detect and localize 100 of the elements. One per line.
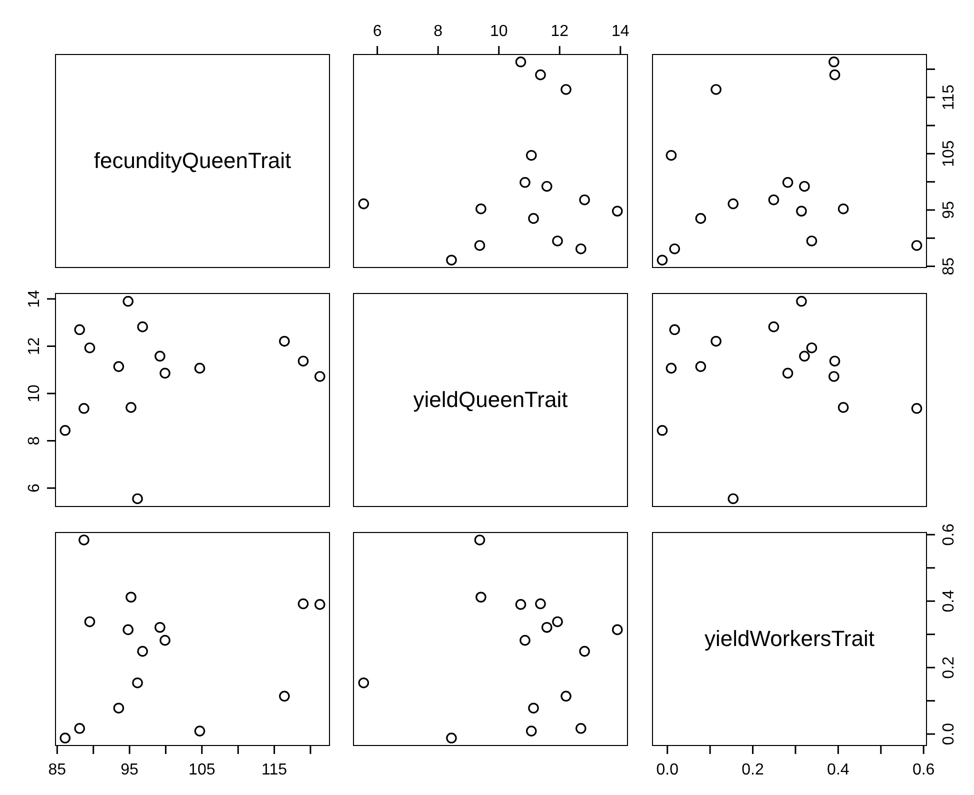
point [60,732,71,744]
point [476,203,486,214]
point [314,599,326,610]
point [446,732,457,744]
point [695,213,706,224]
y2-tick-label: 0.0 [940,722,958,746]
y-tick-label: 8 [26,436,43,446]
point [612,206,623,217]
x-tick-label: 6 [372,23,382,40]
panel-frame: fecundityQueenTrait [55,54,330,268]
point [728,493,739,504]
x-tick-label: 0.0 [656,761,679,778]
point [160,634,170,646]
point [806,342,818,354]
point [137,646,148,657]
point [194,726,206,736]
y2-tick-label: 95 [940,200,958,219]
y2-tick-label: 85 [940,257,958,276]
point [78,402,90,414]
y2-tick-label: 0.6 [940,523,958,546]
point [194,362,206,374]
panel-frame: yieldQueenTrait [353,293,628,507]
point [74,722,86,734]
point [126,402,136,413]
y-tick-label: 6 [26,484,43,493]
point [838,402,849,413]
point [560,690,572,702]
point [474,534,486,546]
x-tick-label: 0.4 [827,761,850,778]
point [535,598,546,610]
point [528,213,539,224]
point [829,356,840,366]
y2-tick-label: 105 [940,140,958,168]
point [476,592,486,603]
panel-frame: yieldWorkersTrait [652,532,927,746]
point [552,616,563,628]
point [113,361,124,372]
y2-tick-label: 115 [940,84,958,110]
point [796,206,807,217]
point [78,534,90,546]
point [728,198,739,210]
point [122,296,134,307]
x-tick-label: 14 [612,23,630,40]
point [279,690,290,702]
point [446,254,457,266]
point [132,493,143,504]
x-tick-label: 10 [490,23,508,40]
point [535,69,546,80]
point [298,356,309,366]
point [656,424,668,436]
point [710,336,722,347]
point [126,592,136,603]
y2-tick-label: 0.2 [940,656,958,679]
x-tick-label: 95 [120,761,139,778]
point [829,69,840,80]
point [806,236,818,246]
point [74,324,86,336]
point [796,296,807,307]
point [669,243,680,254]
x-tick-label: 85 [48,761,66,778]
point [137,321,148,332]
point [799,180,810,192]
point [84,616,96,628]
point [695,361,706,372]
point [710,84,722,95]
x-tick-label: 0.2 [742,761,764,778]
point [799,350,810,362]
point [669,324,680,336]
point [122,624,134,636]
point [828,56,840,68]
point [911,240,922,251]
point [579,646,590,657]
point [552,236,563,246]
point [132,677,143,688]
point [838,203,849,214]
point [279,336,290,347]
point [113,702,124,714]
point [358,198,370,210]
point [782,368,794,379]
point [154,622,166,633]
point [154,350,166,362]
point [768,321,780,332]
point [656,254,668,266]
point [576,243,586,254]
point [528,702,539,714]
point [160,368,170,379]
point [526,726,537,736]
point [768,194,780,206]
point [911,402,922,414]
point [526,150,537,161]
point [515,56,526,68]
point [560,84,572,95]
point [576,722,586,734]
point [782,177,794,188]
point [666,362,677,374]
point [358,677,370,688]
point [84,342,96,354]
point [666,150,677,161]
x-tick-label: 8 [434,23,443,40]
point [314,371,326,382]
